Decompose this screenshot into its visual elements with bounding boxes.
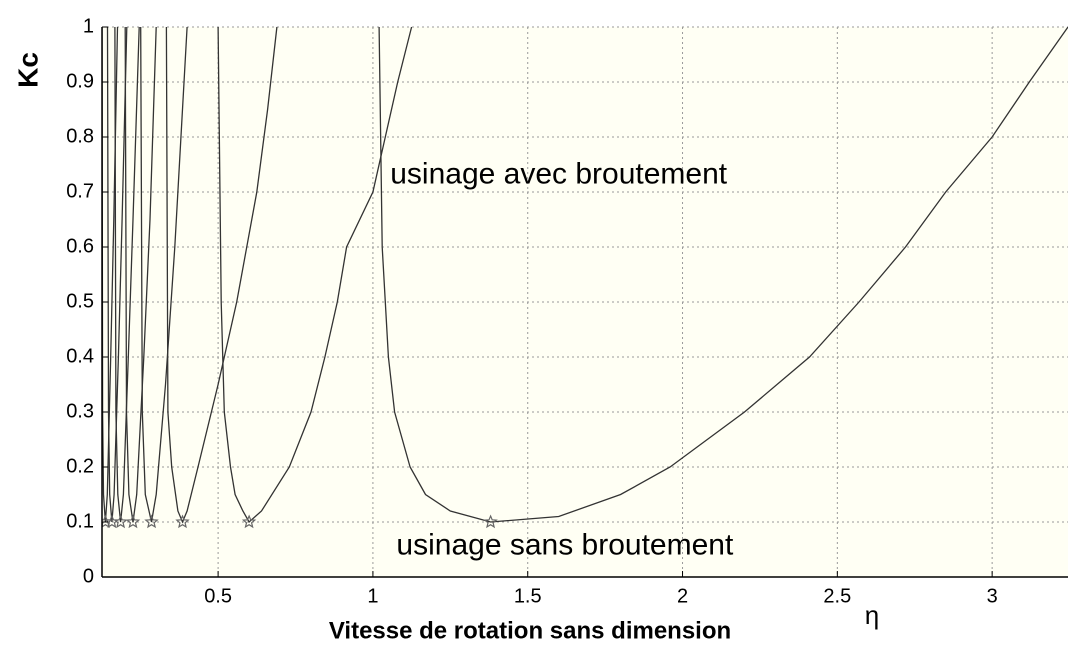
y-tick-label: 0.5 bbox=[66, 290, 94, 312]
x-axis-label: Vitesse de rotation sans dimension bbox=[329, 617, 731, 644]
annotation: usinage avec broutement bbox=[390, 157, 728, 190]
y-tick-label: 0.7 bbox=[66, 180, 94, 202]
y-tick-label: 0.6 bbox=[66, 235, 94, 257]
lobe-line bbox=[217, 26, 413, 524]
y-tick-label: 0.3 bbox=[66, 400, 94, 422]
star-marker bbox=[175, 514, 190, 529]
star-marker bbox=[483, 514, 498, 529]
x-axis-symbol: η bbox=[865, 600, 879, 630]
axes: 0 0.1 0.2 0.3 0.4 0.5 0.6 0.7 0.8 0.9 1 0.5 1 1.5 2 2.5… bbox=[66, 15, 1068, 607]
x-tick-label: 0.5 bbox=[204, 585, 232, 607]
lobe-line bbox=[124, 26, 157, 523]
y-tick-label: 0.4 bbox=[66, 345, 94, 367]
star-marker bbox=[241, 514, 257, 529]
lobe-line bbox=[140, 26, 188, 523]
x-tick-label: 3 bbox=[987, 585, 998, 607]
y-tick-label: 0 bbox=[83, 565, 94, 587]
y-axis-label: Kc bbox=[12, 52, 43, 88]
x-tick-label: 2.5 bbox=[823, 585, 851, 607]
x-tick-label: 1.5 bbox=[514, 585, 542, 607]
y-tick-label: 0.9 bbox=[66, 70, 94, 92]
star-marker bbox=[144, 514, 159, 529]
y-tick-label: 0.2 bbox=[66, 455, 94, 477]
lobe-line bbox=[165, 26, 278, 524]
star-marker bbox=[102, 514, 113, 529]
lobe-line bbox=[378, 26, 1068, 523]
x-tick-label: 1 bbox=[367, 585, 378, 607]
y-tick-label: 1 bbox=[83, 15, 94, 37]
grid bbox=[102, 26, 1068, 578]
x-tick-label: 2 bbox=[677, 585, 688, 607]
y-tick-label: 0.1 bbox=[66, 510, 94, 532]
y-tick-label: 0.8 bbox=[66, 125, 94, 147]
annotation: usinage sans broutement bbox=[396, 529, 734, 562]
star-marker bbox=[125, 514, 141, 529]
